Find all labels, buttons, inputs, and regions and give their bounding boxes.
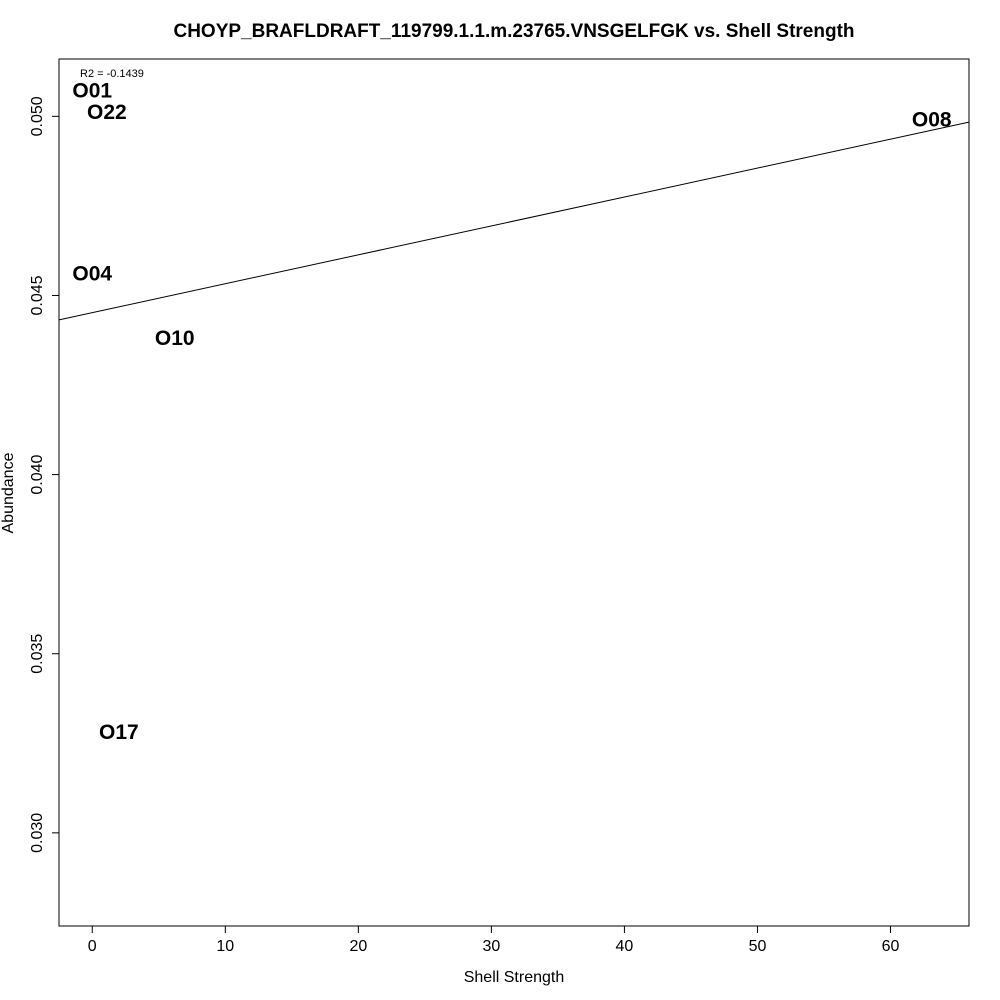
y-axis-label: Abundance: [0, 452, 17, 533]
plot-frame: [58, 58, 970, 927]
regression-line-group: [58, 121, 970, 321]
point-label-o22: O22: [87, 101, 127, 124]
regression-line: [58, 121, 970, 321]
y-tick-label: 0.050: [29, 96, 46, 136]
y-tick-label: 0.045: [29, 275, 46, 315]
point-label-o04: O04: [72, 262, 112, 285]
x-axis-label: Shell Strength: [464, 969, 565, 986]
x-tick-label: 20: [349, 938, 367, 955]
y-tick-label: 0.035: [29, 634, 46, 674]
x-axis: 0 10 20 30 40 50 60: [88, 925, 900, 955]
point-label-o10: O10: [155, 327, 195, 350]
y-axis: 0.030 0.035 0.040 0.045 0.050: [29, 96, 60, 853]
point-label-o01: O01: [72, 80, 112, 103]
y-tick-label: 0.030: [29, 813, 46, 853]
x-tick-label: 50: [749, 938, 767, 955]
x-tick-label: 10: [216, 938, 234, 955]
point-label-o17: O17: [99, 721, 139, 744]
r2-annotation: R2 = -0.1439: [80, 68, 144, 80]
x-tick-label: 40: [616, 938, 634, 955]
chart-title: CHOYP_BRAFLDRAFT_119799.1.1.m.23765.VNSG…: [173, 21, 854, 42]
y-tick-label: 0.040: [29, 454, 46, 494]
x-tick-label: 30: [482, 938, 500, 955]
x-tick-label: 0: [88, 938, 97, 955]
x-tick-label: 60: [882, 938, 900, 955]
point-label-o08: O08: [912, 108, 952, 131]
